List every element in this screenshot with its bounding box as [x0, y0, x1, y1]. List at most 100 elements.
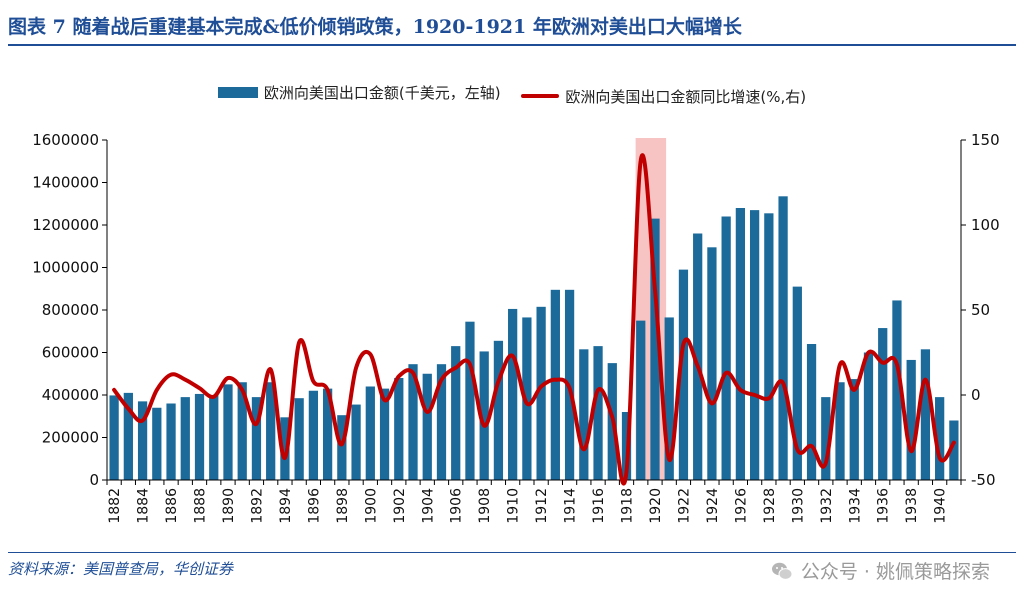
bar-1927 — [749, 210, 760, 480]
bar-1904 — [422, 373, 432, 480]
bar-1890 — [223, 384, 233, 480]
left-tick-label: 600000 — [42, 344, 99, 362]
bar-1933 — [835, 382, 845, 480]
x-tick-label: 1884 — [136, 488, 152, 524]
x-tick-label: 1898 — [335, 488, 351, 524]
x-tick-label: 1890 — [221, 488, 237, 524]
bar-1915 — [579, 349, 589, 480]
bar-1935 — [863, 352, 874, 480]
left-tick-label: 1200000 — [32, 216, 99, 234]
bar-1895 — [294, 398, 304, 480]
x-tick-label: 1896 — [306, 488, 322, 524]
bar-1932 — [821, 397, 831, 480]
right-tick-label: -50 — [971, 471, 996, 489]
x-tick-label: 1920 — [648, 488, 664, 524]
bar-1921 — [664, 317, 674, 480]
x-tick-label: 1906 — [449, 488, 465, 524]
right-tick-label: 0 — [971, 386, 981, 404]
bar-1889 — [209, 395, 219, 480]
bar-1916 — [593, 346, 603, 480]
right-tick-label: 50 — [971, 301, 990, 319]
bar-1924 — [707, 247, 717, 480]
x-tick-label: 1930 — [790, 488, 806, 524]
bar-1928 — [764, 213, 774, 480]
x-tick-label: 1936 — [876, 488, 892, 524]
legend-line-swatch — [521, 94, 560, 98]
x-tick-label: 1926 — [733, 488, 749, 524]
bar-1901 — [379, 388, 390, 480]
bar-1926 — [735, 208, 746, 480]
legend: 欧洲向美国出口金额(千美元，左轴) 欧洲向美国出口金额同比增速(%,右) — [0, 82, 1024, 107]
x-tick-label: 1918 — [620, 488, 636, 524]
bar-1900 — [365, 386, 375, 480]
watermark: 公众号 · 姚佩策略探索 — [771, 557, 990, 584]
bar-1884 — [137, 401, 148, 480]
bar-1896 — [308, 390, 319, 480]
right-tick-label: 100 — [971, 216, 1000, 234]
bar-1893 — [266, 382, 276, 480]
bar-1898 — [337, 415, 347, 480]
legend-bar-swatch — [217, 87, 258, 98]
x-tick-label: 1886 — [164, 488, 180, 524]
x-tick-label: 1924 — [705, 488, 721, 524]
left-tick-label: 800000 — [42, 301, 99, 319]
x-tick-label: 1900 — [363, 488, 379, 524]
bar-1894 — [280, 417, 290, 480]
bar-1920 — [650, 218, 660, 480]
line-layer — [112, 153, 956, 486]
bar-1938 — [906, 359, 916, 480]
bar-1919 — [636, 320, 646, 480]
x-tick-label: 1904 — [420, 488, 436, 524]
source-divider — [8, 552, 1016, 553]
combo-chart: 0 200000 400000 600000 800000 1000000 1200000 1… — [32, 131, 999, 524]
bar-1885 — [152, 407, 162, 480]
title-bar: 图表 7 随着战后重建基本完成&低价倾销政策，1920-1921 年欧洲对美出口… — [8, 4, 1016, 46]
bar-1891 — [237, 382, 247, 480]
bar-1897 — [322, 388, 333, 480]
bar-1887 — [180, 397, 190, 480]
bar-1923 — [693, 233, 703, 480]
bar-1882 — [109, 395, 119, 480]
legend-line-label: 欧洲向美国出口金额同比增速(%,右) — [565, 87, 807, 106]
bar-1929 — [778, 196, 788, 480]
bar-1931 — [806, 344, 817, 480]
x-tick-label: 1882 — [107, 488, 123, 524]
x-tick-label: 1910 — [506, 488, 522, 524]
legend-item-line: 欧洲向美国出口金额同比增速(%,右) — [521, 86, 806, 107]
x-tick-label: 1894 — [278, 488, 294, 524]
left-tick-label: 0 — [89, 471, 99, 489]
left-tick-label: 400000 — [42, 386, 99, 404]
bar-1909 — [493, 340, 504, 480]
bar-1922 — [678, 269, 689, 480]
bar-1888 — [194, 393, 205, 480]
bar-1883 — [123, 392, 133, 480]
bar-1913 — [550, 289, 560, 480]
x-tick-label: 1932 — [819, 488, 835, 524]
axes-layer: 0 200000 400000 600000 800000 1000000 1200000 1… — [32, 131, 999, 524]
left-tick-label: 1000000 — [32, 259, 99, 277]
x-tick-label: 1892 — [249, 488, 265, 524]
x-tick-label: 1912 — [534, 488, 550, 524]
bar-1936 — [878, 328, 888, 480]
legend-bar-label: 欧洲向美国出口金额(千美元，左轴) — [263, 84, 501, 102]
wechat-icon — [771, 562, 793, 580]
bar-1930 — [792, 286, 802, 480]
bar-1907 — [465, 321, 475, 480]
bar-1899 — [351, 404, 361, 480]
bar-1902 — [394, 378, 404, 480]
bar-1905 — [436, 364, 447, 480]
bar-1937 — [892, 300, 902, 480]
bar-1912 — [536, 306, 546, 480]
bar-1906 — [451, 346, 461, 480]
bar-1910 — [508, 308, 518, 480]
watermark-text: 公众号 · 姚佩策略探索 — [800, 561, 990, 583]
left-tick-label: 200000 — [42, 429, 99, 447]
bar-1941 — [949, 420, 959, 480]
legend-item-bars: 欧洲向美国出口金额(千美元，左轴) — [217, 82, 501, 103]
right-tick-label: 150 — [971, 131, 1000, 149]
x-tick-label: 1934 — [847, 488, 863, 524]
x-tick-label: 1914 — [563, 488, 579, 524]
bar-1925 — [721, 216, 731, 480]
bar-1908 — [479, 351, 489, 480]
x-tick-label: 1938 — [904, 488, 920, 524]
